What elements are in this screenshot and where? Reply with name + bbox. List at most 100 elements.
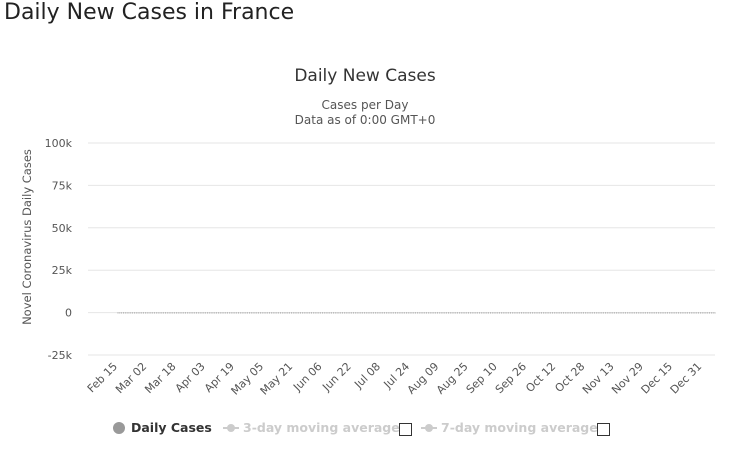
bar (212, 312, 214, 314)
y-tick-label: 0 (65, 307, 72, 320)
x-tick-label: May 21 (258, 360, 296, 398)
bar (628, 312, 630, 314)
bar (387, 312, 389, 314)
bar (473, 312, 475, 314)
bar (157, 312, 159, 314)
bar (637, 312, 639, 314)
bar (305, 312, 307, 314)
bar (265, 312, 267, 314)
bar (181, 312, 183, 314)
bar (154, 312, 155, 314)
bar (422, 312, 424, 314)
ma3-checkbox[interactable] (399, 423, 412, 436)
bar (274, 312, 276, 314)
bar (272, 312, 274, 314)
bar (217, 312, 219, 314)
bar (448, 312, 449, 314)
bar (404, 312, 406, 314)
bar (687, 312, 689, 314)
bar (152, 312, 154, 314)
bar (568, 312, 570, 314)
bar (301, 312, 303, 314)
bar (316, 312, 318, 314)
bar (506, 312, 508, 314)
bar (197, 312, 199, 314)
bar (243, 312, 245, 314)
bar (619, 312, 621, 314)
bar (519, 312, 521, 314)
bar (413, 312, 415, 314)
bar (636, 312, 637, 314)
bar (409, 312, 411, 314)
bar (466, 312, 468, 314)
bar (210, 312, 212, 314)
bar (207, 312, 208, 314)
bar (670, 312, 672, 314)
legend-daily-cases[interactable]: Daily Cases (113, 419, 212, 435)
bar (541, 312, 543, 314)
grid (88, 142, 715, 356)
bar (170, 312, 172, 314)
bar (504, 312, 506, 314)
bar (502, 312, 504, 314)
bar (186, 312, 188, 314)
bar (544, 312, 546, 314)
bar (250, 312, 252, 314)
bar (469, 312, 471, 314)
x-tick-label: Sep 10 (464, 360, 500, 396)
bar (552, 312, 553, 314)
bar (174, 312, 176, 314)
bar (228, 312, 230, 314)
bar (510, 312, 511, 314)
bar (573, 312, 575, 314)
bar (139, 312, 141, 314)
bar (148, 312, 150, 314)
bar (712, 312, 714, 314)
bar (168, 312, 170, 314)
bar (539, 312, 541, 314)
x-tick-label: Jun 06 (290, 360, 324, 394)
bar (592, 312, 594, 314)
legend-3day-ma[interactable]: 3-day moving average (223, 419, 400, 435)
bar (406, 312, 407, 314)
bar (479, 312, 480, 314)
bar (626, 312, 628, 314)
bar (533, 312, 535, 314)
bar (415, 312, 417, 314)
bar (159, 312, 161, 314)
bar (588, 312, 590, 314)
bar (259, 312, 261, 314)
bar (542, 312, 544, 314)
bar (354, 312, 356, 314)
bar (349, 312, 351, 314)
bar (639, 312, 641, 314)
bar (440, 312, 442, 314)
bar (329, 312, 331, 314)
bar (513, 312, 515, 314)
bar (384, 312, 385, 314)
bar (314, 312, 316, 314)
bar (710, 312, 712, 314)
x-tick-label: Sep 26 (493, 360, 529, 396)
bar (555, 312, 557, 314)
bar (699, 312, 701, 314)
bar (654, 312, 656, 314)
bar (214, 312, 216, 314)
bar (236, 312, 238, 314)
bar (141, 312, 143, 314)
bar (307, 312, 309, 314)
bar (579, 312, 581, 314)
ma7-checkbox[interactable] (597, 423, 610, 436)
bar (480, 312, 482, 314)
bar (312, 312, 314, 314)
bar (163, 312, 165, 314)
bar (656, 312, 658, 314)
bar (438, 312, 440, 314)
bar (696, 312, 698, 314)
bar (367, 312, 369, 314)
legend-3day-marker-icon (223, 422, 239, 434)
x-tick-label: Mar 18 (142, 360, 178, 396)
bar (484, 312, 486, 314)
legend-7day-ma[interactable]: 7-day moving average (421, 419, 598, 435)
